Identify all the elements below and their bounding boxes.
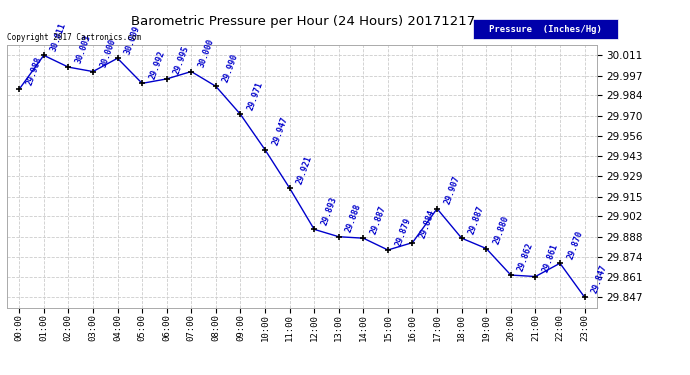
Text: 29.992: 29.992 bbox=[148, 49, 166, 81]
Text: 29.861: 29.861 bbox=[541, 243, 560, 274]
Text: 29.887: 29.887 bbox=[467, 204, 486, 236]
Text: 30.011: 30.011 bbox=[49, 21, 68, 53]
Text: 29.921: 29.921 bbox=[295, 154, 314, 185]
Text: Barometric Pressure per Hour (24 Hours) 20171217: Barometric Pressure per Hour (24 Hours) … bbox=[132, 15, 475, 28]
Text: 29.971: 29.971 bbox=[246, 80, 265, 111]
Text: 29.887: 29.887 bbox=[369, 204, 388, 236]
Text: 29.893: 29.893 bbox=[319, 195, 338, 226]
Text: 29.888: 29.888 bbox=[344, 202, 363, 234]
Text: 30.009: 30.009 bbox=[123, 24, 141, 56]
Text: 29.880: 29.880 bbox=[492, 214, 511, 246]
Text: 29.995: 29.995 bbox=[172, 45, 191, 76]
Text: 29.870: 29.870 bbox=[566, 229, 584, 261]
Text: 29.907: 29.907 bbox=[442, 175, 462, 206]
Text: Copyright 2017 Cartronics.com: Copyright 2017 Cartronics.com bbox=[7, 33, 141, 42]
Text: 29.862: 29.862 bbox=[516, 241, 535, 272]
Text: 29.884: 29.884 bbox=[418, 209, 437, 240]
Text: 29.847: 29.847 bbox=[590, 263, 609, 294]
Text: Pressure  (Inches/Hg): Pressure (Inches/Hg) bbox=[489, 25, 602, 34]
Text: 30.000: 30.000 bbox=[99, 38, 117, 69]
Text: 29.879: 29.879 bbox=[393, 216, 412, 247]
Text: 29.990: 29.990 bbox=[221, 52, 240, 84]
Text: 29.947: 29.947 bbox=[270, 116, 289, 147]
Text: 30.000: 30.000 bbox=[197, 38, 215, 69]
Text: 30.003: 30.003 bbox=[74, 33, 92, 64]
Text: 29.988: 29.988 bbox=[25, 55, 43, 87]
